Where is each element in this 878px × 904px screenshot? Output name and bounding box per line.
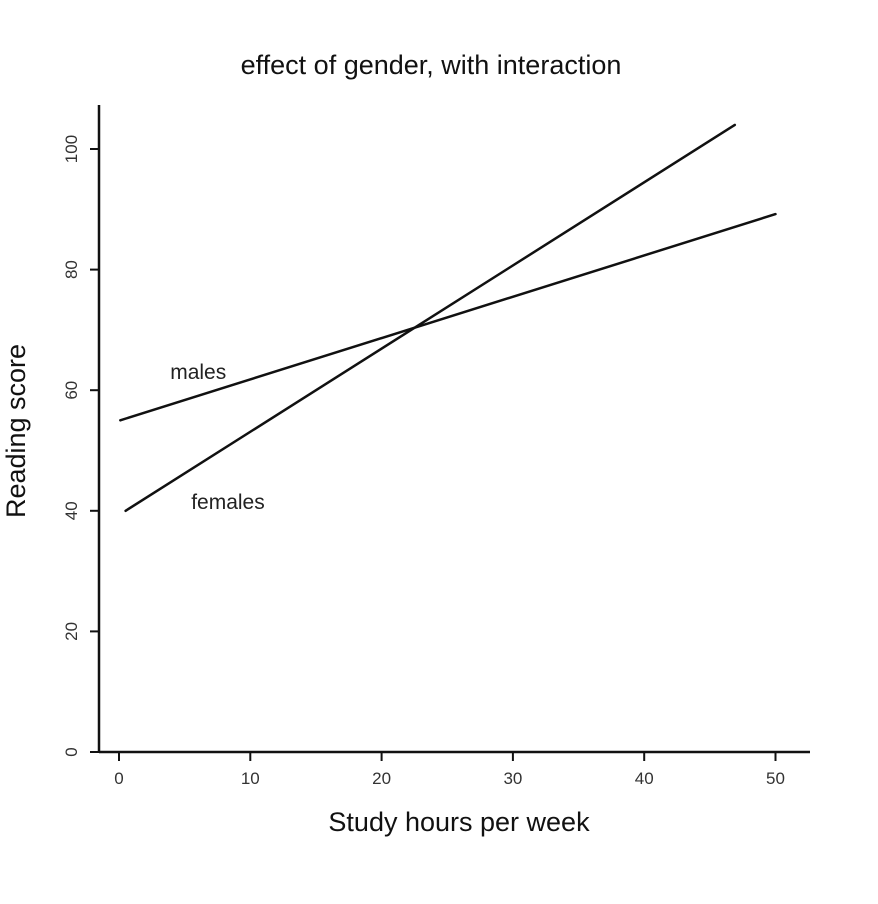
series-line-males [119,212,777,422]
series-annotations: males females [170,361,265,514]
y-axis-ticks: 0 20 40 60 80 100 [62,135,99,757]
y-tick-label: 0 [62,747,81,756]
plot-area: 0 20 40 60 80 100 0 10 20 30 40 50 males females [62,105,810,788]
x-tick-label: 40 [635,769,654,788]
x-axis-ticks: 0 10 20 30 40 50 [114,752,785,788]
y-tick-label: 40 [62,501,81,520]
x-tick-label: 0 [114,769,123,788]
series-label-females: females [191,491,265,514]
series-line-females [124,123,737,513]
y-tick-label: 100 [62,135,81,163]
chart-title: effect of gender, with interaction [241,50,622,80]
y-tick-label: 20 [62,622,81,641]
x-tick-label: 50 [766,769,785,788]
series-lines [119,123,777,513]
y-tick-label: 60 [62,381,81,400]
x-tick-label: 10 [241,769,260,788]
series-label-males: males [170,361,226,384]
x-tick-label: 20 [372,769,391,788]
y-axis-label: Reading score [1,344,31,518]
x-tick-label: 30 [503,769,522,788]
y-tick-label: 80 [62,260,81,279]
x-axis-label: Study hours per week [328,807,590,837]
